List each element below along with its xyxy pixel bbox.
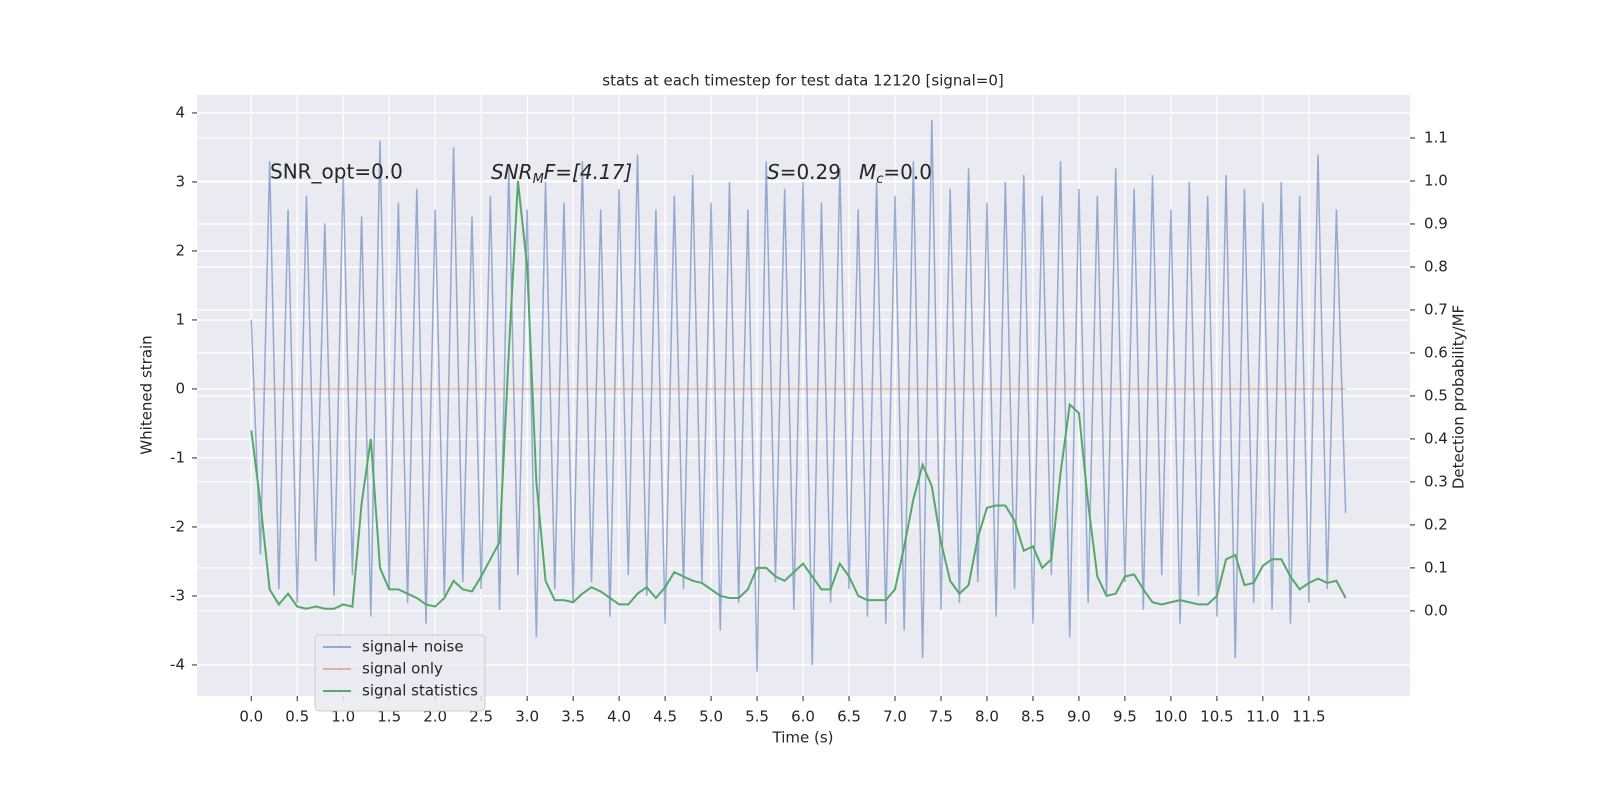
annotation-part: M [859,160,876,184]
y2-tick-label: 0.6 [1424,343,1448,361]
x-tick-label: 2.0 [423,708,447,726]
annotation-part: SNR [491,160,533,184]
x-tick-label: 2.5 [469,708,493,726]
x-tick-label: 1.0 [331,708,355,726]
y-tick-label: 4 [175,103,185,121]
y2-tick-label: 1.0 [1424,171,1448,189]
x-tick-label: 1.5 [377,708,401,726]
y2-tick-label: 0.5 [1424,386,1448,404]
x-tick-label: 6.5 [837,708,861,726]
x-tick-label: 7.0 [883,708,907,726]
y-tick-label: 0 [175,379,185,397]
chart-title: stats at each timestep for test data 121… [602,72,1003,90]
series-line [250,119,1347,672]
annotation: SNR_opt=0.0 [270,160,403,184]
x-axis-label: Time (s) [772,729,834,747]
x-tick-label: 0.5 [285,708,309,726]
annotation-part: c [876,172,883,187]
y-tick-label: 1 [175,310,185,328]
annotation: S=0.29 [767,160,841,184]
x-tick-label: 9.5 [1113,708,1137,726]
x-tick-label: 10.5 [1200,708,1233,726]
y2-tick-label: 0.2 [1424,515,1448,533]
y2-tick-label: 0.8 [1424,257,1448,275]
y-tick-label: 3 [175,172,185,190]
annotation: Mc=0.0 [859,160,932,187]
y2-tick-label: 0.1 [1424,558,1448,576]
annotation-part: M [533,172,544,187]
x-tick-label: 10.0 [1154,708,1187,726]
x-tick-label: 3.0 [515,708,539,726]
x-tick-label: 7.5 [929,708,953,726]
x-tick-label: 11.5 [1292,708,1325,726]
annotation-part: =0.0 [883,160,932,184]
y-tick-label: -1 [170,448,185,466]
y2-tick-label: 0.4 [1424,429,1448,447]
x-tick-label: 8.0 [975,708,999,726]
y-tick-label: 2 [175,241,185,259]
legend-box [314,634,486,712]
y2-tick-label: 1.1 [1424,128,1448,146]
y2-tick-label: 0.7 [1424,300,1448,318]
annotation-part: S [767,160,780,184]
y2-tick-label: 0.9 [1424,214,1448,232]
y-tick-label: -3 [170,586,185,604]
y2-tick-label: 0.0 [1424,601,1448,619]
x-tick-label: 6.0 [791,708,815,726]
x-tick-label: 0.0 [239,708,263,726]
annotation-part: =0.29 [780,160,841,184]
series-line [250,180,1347,610]
annotation: SNRMF=[4.17] [491,160,632,187]
legend-label: signal only [362,660,443,678]
x-tick-label: 9.0 [1067,708,1091,726]
x-tick-label: 5.0 [699,708,723,726]
y-axis-label: Whitened strain [138,335,156,454]
legend-label: signal statistics [362,682,478,700]
x-tick-label: 3.5 [561,708,585,726]
x-tick-label: 8.5 [1021,708,1045,726]
x-tick-label: 11.0 [1246,708,1279,726]
x-tick-label: 5.5 [745,708,769,726]
y2-tick-label: 0.3 [1424,472,1448,490]
y2-axis-label: Detection probability/MF [1450,305,1468,489]
x-tick-label: 4.5 [653,708,677,726]
marks [250,119,1347,672]
y-tick-label: -4 [170,655,185,673]
axes: 0.0 0.5 1.0 1.5 2.0 2.5 3.0 3.5 4.0 4.5 5.0 5.5 6.0 6… [170,103,1448,725]
y-tick-label: -2 [170,517,185,535]
annotation-part: F=[4.17] [544,160,632,184]
legend: signal+ noise signal only signal statistic… [314,634,486,712]
legend-label: signal+ noise [362,638,464,656]
x-tick-label: 4.0 [607,708,631,726]
